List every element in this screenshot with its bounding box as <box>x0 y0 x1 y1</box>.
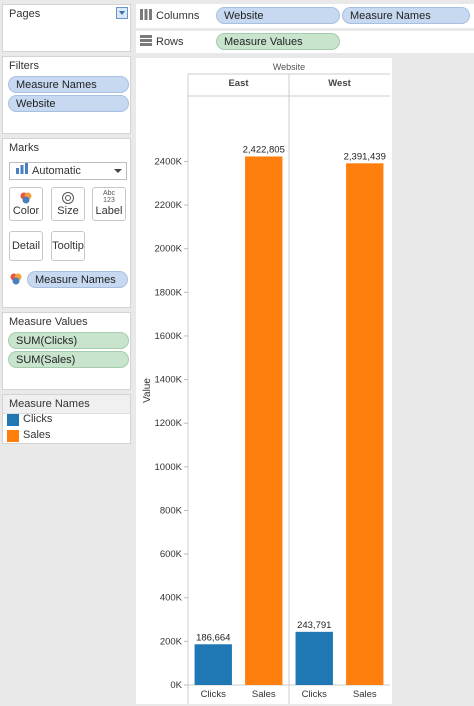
color-icon <box>10 188 42 205</box>
legend-swatch-sales <box>7 430 19 442</box>
color-field-pill[interactable]: Measure Names <box>27 271 128 288</box>
y-tick-label: 2200K <box>155 200 183 211</box>
y-tick-label: 200K <box>160 636 183 647</box>
y-tick-label: 1600K <box>155 331 183 342</box>
measure-pill-sum-sales[interactable]: SUM(Sales) <box>8 351 129 368</box>
x-tick-label-east-sales: Sales <box>252 689 276 700</box>
rows-pill-measure-values[interactable]: Measure Values <box>216 33 340 50</box>
bar-east-sales <box>245 156 283 685</box>
bar-chart-icon <box>16 163 28 179</box>
pane-header-west: West <box>328 78 351 89</box>
measure-values-title: Measure Values <box>9 316 88 328</box>
y-tick-label: 1400K <box>155 375 183 386</box>
rows-shelf: Rows Measure Values <box>136 31 474 53</box>
color-label: Color <box>12 205 40 217</box>
data-label-east-sales: 2,422,805 <box>243 144 285 155</box>
data-label-east-clicks: 186,664 <box>196 632 230 643</box>
rows-label-text: Rows <box>156 36 184 48</box>
pane-header-east: East <box>228 78 249 89</box>
y-tick-label: 400K <box>160 593 183 604</box>
columns-label-text: Columns <box>156 10 200 22</box>
y-tick-label: 2000K <box>155 244 183 255</box>
mark-type-value: Automatic <box>32 165 81 177</box>
columns-pill-measure-names[interactable]: Measure Names <box>342 7 470 24</box>
header-title: Website <box>273 62 305 72</box>
label-button[interactable]: Abc 123 Label <box>92 187 126 221</box>
rows-shelf-label: Rows <box>140 35 184 49</box>
marks-title: Marks <box>9 142 39 154</box>
size-label: Size <box>57 205 79 217</box>
y-tick-label: 1200K <box>155 418 183 429</box>
y-tick-label: 0K <box>170 680 182 691</box>
measure-values-card: Measure Values SUM(Clicks) SUM(Sales) <box>2 312 131 390</box>
pages-card: Pages <box>2 4 131 52</box>
y-tick-label: 2400K <box>155 156 183 167</box>
bar-west-clicks <box>295 631 333 685</box>
legend-label-sales: Sales <box>23 429 51 441</box>
tooltip-label: Tooltip <box>52 240 84 252</box>
color-button[interactable]: Color <box>9 187 43 221</box>
y-tick-label: 1800K <box>155 287 183 298</box>
y-tick-label: 800K <box>160 505 183 516</box>
measure-pill-sum-clicks[interactable]: SUM(Clicks) <box>8 332 129 349</box>
size-icon <box>52 188 84 205</box>
color-field-icon <box>9 272 23 289</box>
columns-icon <box>140 9 152 23</box>
legend-swatch-clicks <box>7 414 19 426</box>
mark-type-dropdown[interactable]: Automatic <box>9 162 127 180</box>
y-tick-label: 1000K <box>155 462 183 473</box>
label-icon: Abc 123 <box>102 190 116 204</box>
legend-card: Measure Names Clicks Sales <box>2 394 131 444</box>
data-label-west-sales: 2,391,439 <box>344 151 386 162</box>
filter-pill-measure-names[interactable]: Measure Names <box>8 76 129 93</box>
marks-card: Marks Automatic Color Size Abc 123 Label… <box>2 138 131 308</box>
size-button[interactable]: Size <box>51 187 85 221</box>
bar-chart: Website 0K 200K 400K 600K 800K 1000K 1200K 1400K… <box>142 62 390 704</box>
chevron-down-icon <box>114 163 122 184</box>
detail-label: Detail <box>11 240 41 252</box>
filters-card: Filters Measure Names Website <box>2 56 131 134</box>
y-axis-title: Value <box>142 378 153 403</box>
pages-title: Pages <box>9 8 41 20</box>
x-tick-label-west-clicks: Clicks <box>302 689 328 700</box>
detail-button[interactable]: Detail <box>9 231 43 261</box>
columns-shelf-label: Columns <box>140 9 199 23</box>
columns-pill-website[interactable]: Website <box>216 7 340 24</box>
legend-label-clicks: Clicks <box>23 413 53 425</box>
label-label: Label <box>95 205 123 217</box>
tooltip-button[interactable]: Tooltip <box>51 231 85 261</box>
rows-icon <box>140 35 152 49</box>
x-tick-label-east-clicks: Clicks <box>201 689 227 700</box>
pages-dropdown-icon[interactable] <box>116 7 128 19</box>
bar-west-sales <box>346 163 384 685</box>
columns-shelf: Columns Website Measure Names <box>136 4 474 28</box>
chart-view[interactable]: Website 0K 200K 400K 600K 800K 1000K 1200K 1400K… <box>136 58 392 704</box>
filter-pill-website[interactable]: Website <box>8 95 129 112</box>
x-tick-label-west-sales: Sales <box>353 689 377 700</box>
y-tick-label: 600K <box>160 549 183 560</box>
bar-east-clicks <box>194 644 232 685</box>
filters-title: Filters <box>9 60 39 72</box>
legend-title: Measure Names <box>3 395 130 414</box>
data-label-west-clicks: 243,791 <box>297 620 331 631</box>
